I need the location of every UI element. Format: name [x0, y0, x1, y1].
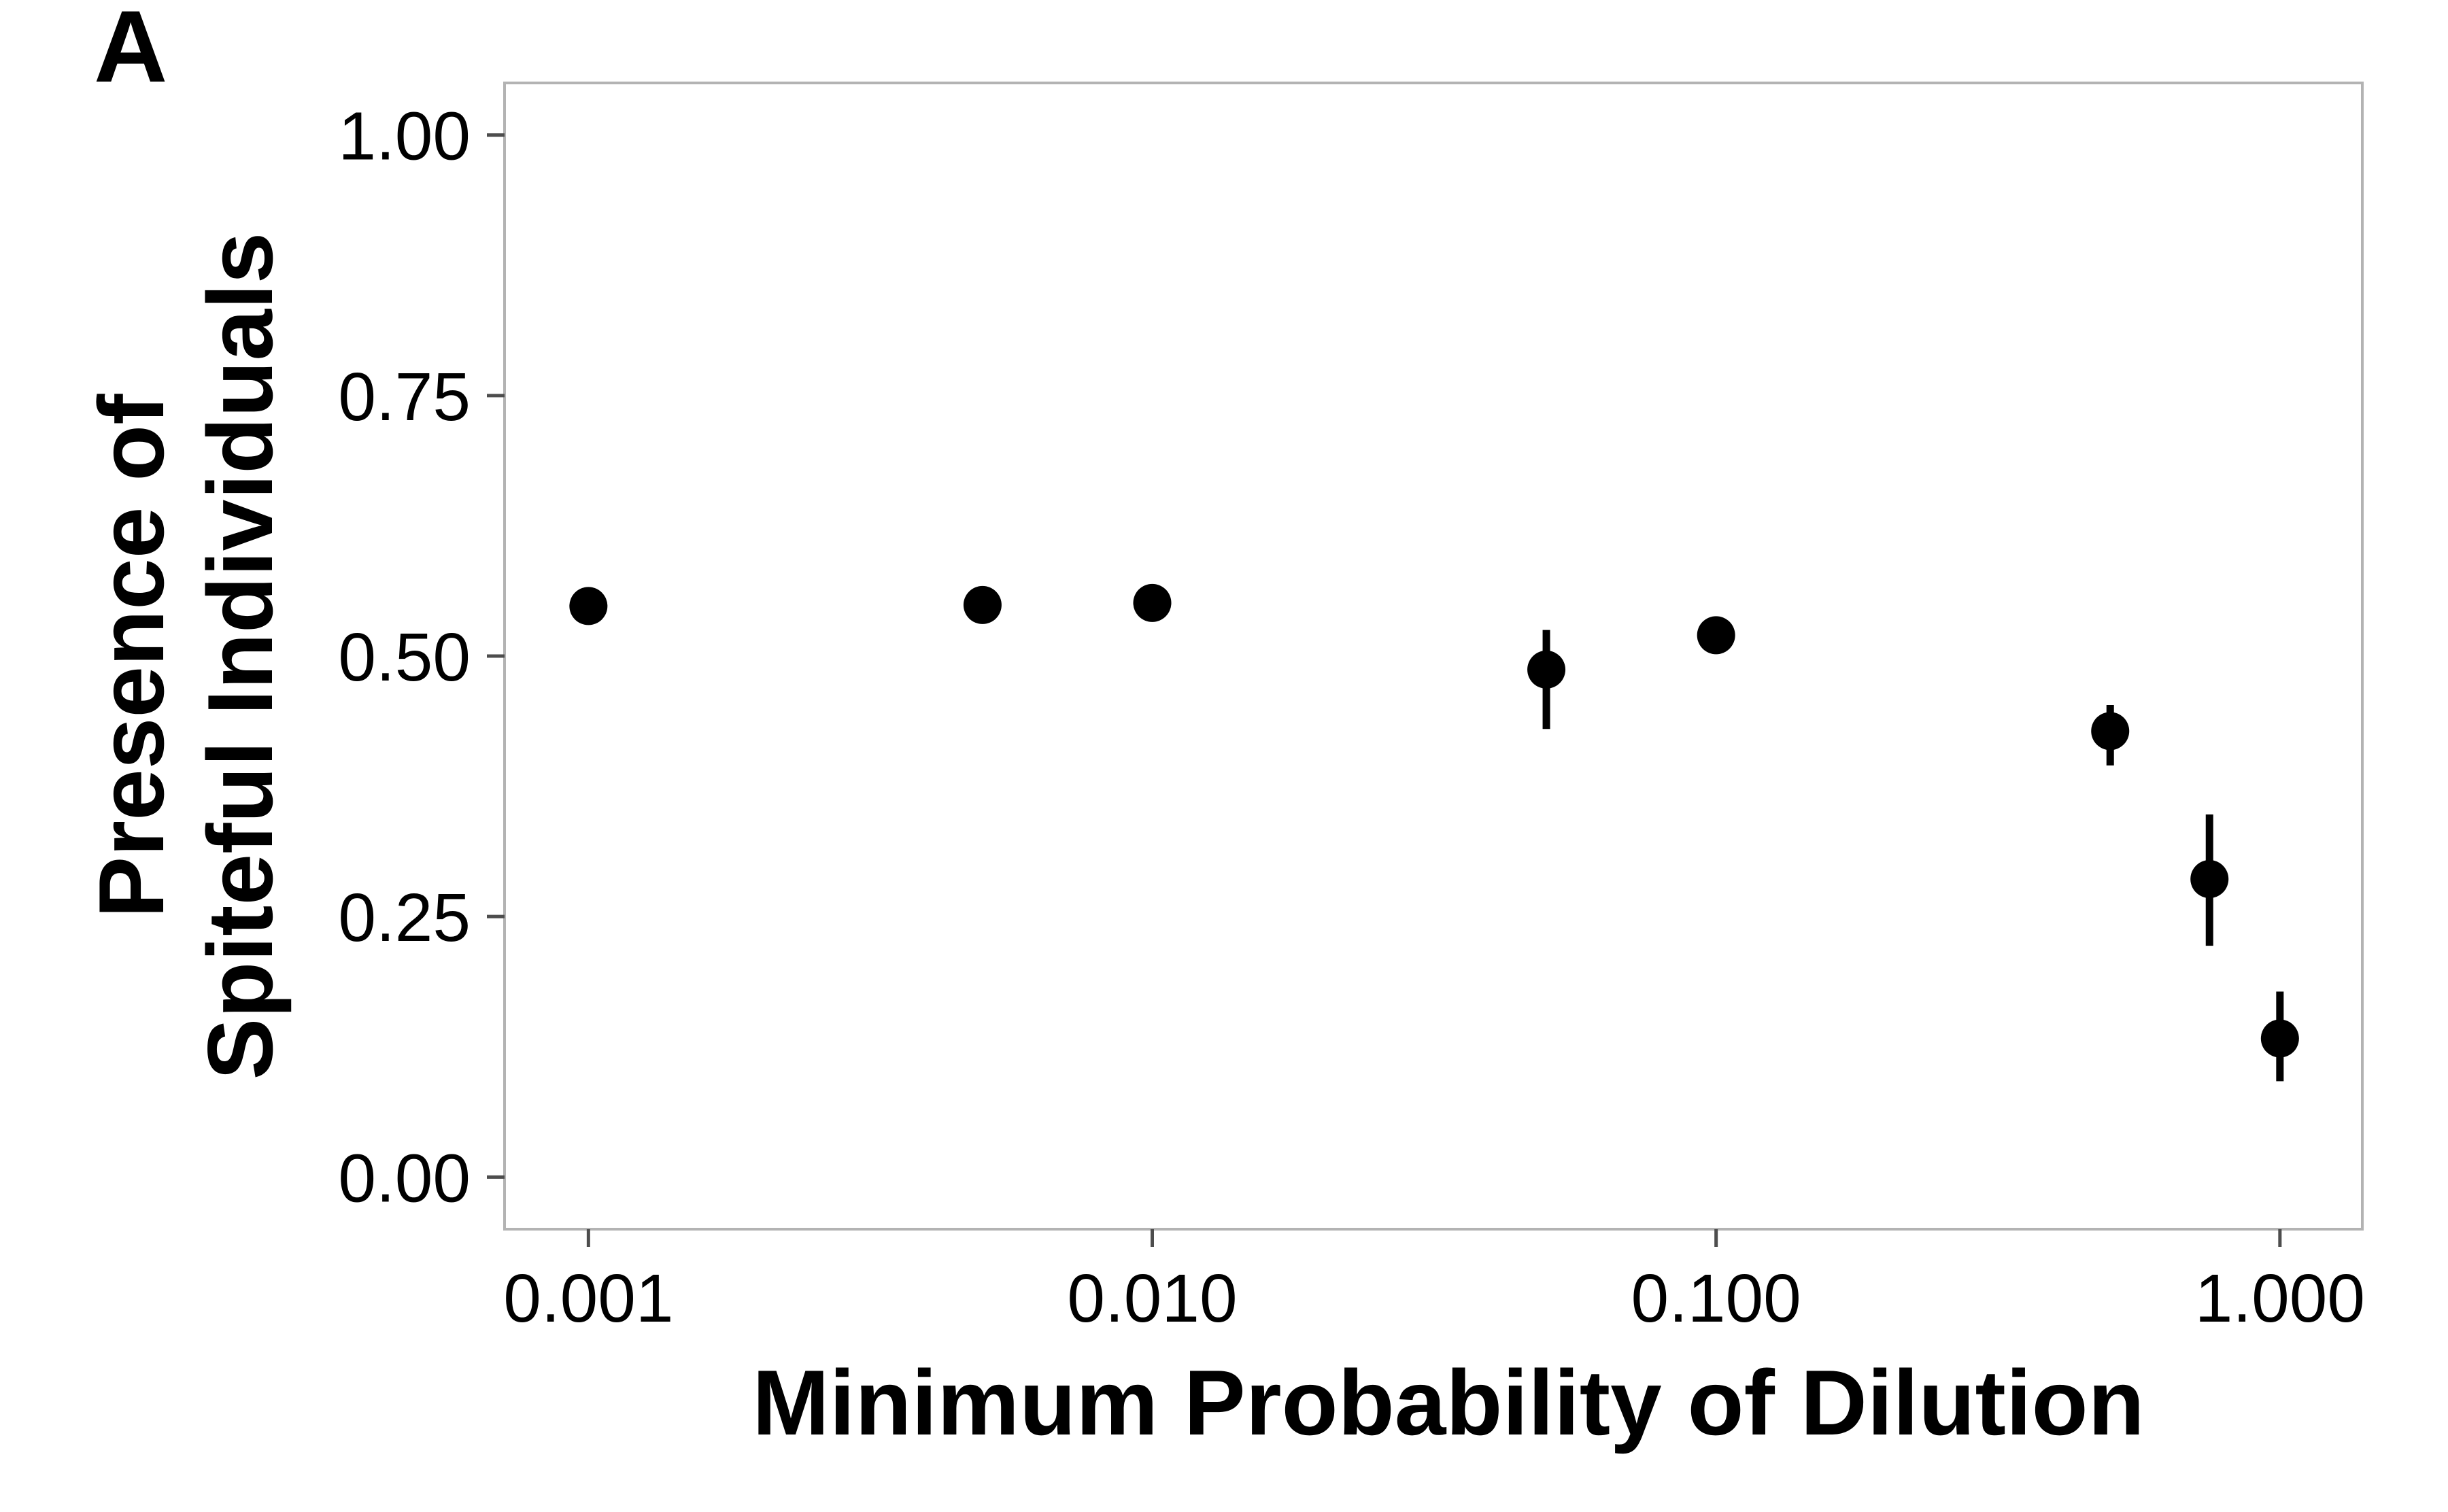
y-axis: 0.00 0.25 0.50 0.75 1.00 [338, 99, 505, 1216]
x-tick-label: 1.000 [2195, 1260, 2365, 1337]
y-axis-title-line-1: Presence of [80, 394, 183, 918]
x-axis: 0.001 0.010 0.100 1.000 [503, 1229, 2365, 1337]
data-point [2260, 1019, 2299, 1058]
data-point [1133, 583, 1172, 622]
y-axis-title: Presence of Spiteful Individuals [80, 233, 292, 1080]
data-point [963, 585, 1002, 624]
x-axis-title: Minimum Probability of Dilution [752, 1351, 2144, 1454]
plot-frame [503, 82, 2364, 1231]
data-point [1527, 650, 1566, 689]
data-points [569, 583, 2299, 1082]
x-tick-label: 0.010 [1067, 1260, 1237, 1337]
y-tick-label: 0.00 [338, 1140, 471, 1216]
y-tick-label: 0.50 [338, 619, 471, 695]
y-tick-label: 0.75 [338, 359, 471, 435]
y-tick-label: 0.25 [338, 880, 471, 956]
data-point [569, 587, 608, 625]
data-point [1697, 616, 1735, 655]
data-point [2190, 860, 2229, 899]
x-tick-label: 0.001 [503, 1260, 673, 1337]
y-axis-title-line-2: Spiteful Individuals [188, 233, 292, 1080]
x-tick-label: 0.100 [1631, 1260, 1801, 1337]
panel-label: A [94, 0, 167, 103]
y-tick-label: 1.00 [338, 99, 471, 175]
data-point [2091, 712, 2130, 751]
